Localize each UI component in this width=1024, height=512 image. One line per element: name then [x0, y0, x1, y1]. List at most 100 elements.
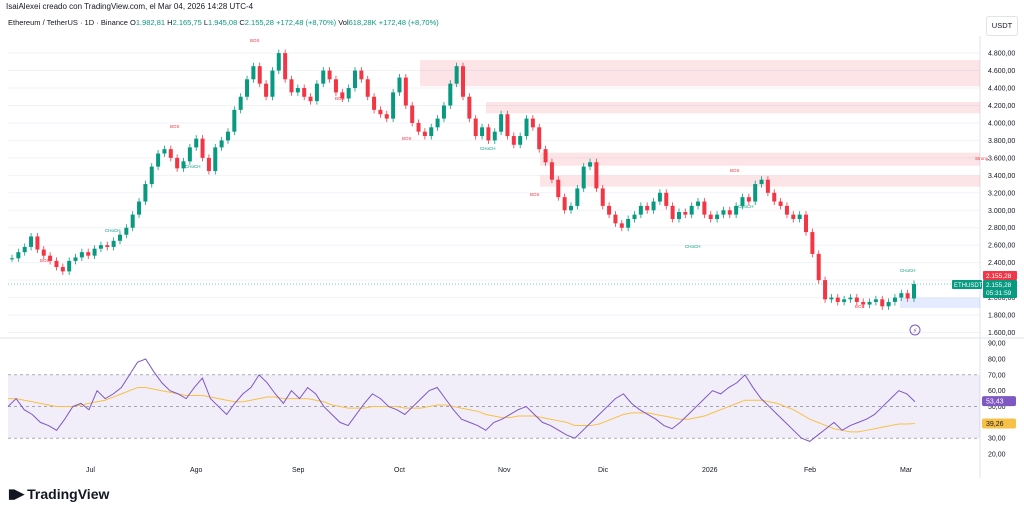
candle-body	[397, 77, 402, 93]
candle-body	[880, 299, 885, 307]
candle-body	[67, 260, 72, 272]
candle-body	[346, 88, 351, 99]
rsi-value-badge	[982, 396, 1016, 407]
price-tick-label: 4.000,00	[988, 120, 1015, 127]
candle-body	[549, 162, 554, 180]
candle-body	[810, 232, 815, 254]
vol-value: 618,28K	[348, 18, 377, 27]
candle-body	[461, 66, 465, 97]
candle-body	[372, 96, 377, 110]
candle-body	[562, 197, 567, 211]
price-tick-label: 2.800,00	[988, 225, 1015, 232]
candle-body	[886, 301, 891, 307]
candle-body	[264, 83, 269, 97]
candle-body	[486, 127, 491, 141]
candles-layer	[10, 49, 916, 310]
open-label: O	[130, 18, 136, 27]
candle-body	[384, 114, 389, 119]
rsi-line	[7, 358, 916, 442]
candle-body	[257, 66, 262, 84]
price-tick-label: 3.200,00	[988, 190, 1015, 197]
candle-body	[873, 299, 878, 302]
demand-zone	[900, 297, 980, 309]
time-tick-label: Jul	[86, 467, 95, 474]
lightning-icon	[909, 324, 921, 336]
symbol-name[interactable]: Ethereum / TetherUS · 1D · Binance	[8, 18, 128, 27]
rsi-tick-label: 70,00	[988, 372, 1006, 379]
time-tick-label: 2026	[702, 467, 718, 474]
candle-body	[816, 253, 821, 281]
price-tick-label: 1.800,00	[988, 313, 1015, 320]
candle-body	[137, 201, 142, 215]
vol-label: Vol	[338, 18, 349, 27]
change-value: +172,48 (+8,70%)	[276, 18, 337, 27]
time-tick-label: Feb	[804, 467, 816, 474]
structure-label: CHoCH	[480, 146, 496, 151]
price-tick-label: 3.000,00	[988, 208, 1015, 215]
structure-label: CHoCH	[900, 268, 916, 273]
annotations-layer: BOS CHoCH BOS CHoCH BOS BOS BOS CHoCH BOS CHoCH BO…	[40, 38, 989, 309]
time-tick-label: Oct	[394, 467, 405, 474]
supply-zone	[420, 60, 980, 87]
ticker-label: ETHUSDT	[954, 283, 983, 289]
price-tick-label: 4.600,00	[988, 68, 1015, 75]
low-value: 1.945,08	[208, 18, 238, 27]
structure-label: BOS	[402, 136, 412, 141]
candle-body	[245, 79, 250, 97]
vol-change-value: +172,48 (+8,70%)	[378, 18, 439, 27]
candle-body	[524, 118, 529, 137]
structure-label: CHoCH	[738, 204, 754, 209]
last-price-label-2: 2.155,28	[986, 282, 1012, 289]
candle-body	[505, 114, 510, 137]
price-tick-label: 1.600,00	[988, 330, 1015, 337]
candle-body	[448, 83, 453, 106]
close-label: C	[239, 18, 245, 27]
candle-body	[283, 53, 288, 80]
candle-body	[829, 297, 834, 300]
candle-body	[784, 205, 789, 215]
chart-caption: IsaiAlexei creado con TradingView.com, e…	[6, 2, 254, 11]
open-value: 1.982,81	[135, 18, 166, 27]
candle-body	[327, 70, 332, 80]
candle-body	[403, 77, 408, 106]
candle-body	[689, 205, 694, 215]
rsi-tick-label: 80,00	[988, 357, 1006, 364]
candle-body	[473, 118, 478, 137]
supply-zone	[540, 152, 980, 166]
candle-body	[149, 166, 154, 185]
candle-body	[518, 136, 523, 145]
candle-body	[734, 205, 739, 215]
candle-body	[92, 248, 97, 256]
candle-body	[391, 92, 396, 119]
candle-body	[804, 214, 809, 233]
candle-body	[60, 267, 65, 272]
candle-body	[378, 109, 383, 115]
candle-body	[48, 255, 53, 261]
candle-body	[111, 240, 116, 247]
candle-body	[29, 236, 34, 247]
candle-body	[588, 162, 593, 167]
candle-body	[454, 66, 459, 84]
structure-label: Strong	[975, 156, 989, 161]
candle-body	[441, 105, 446, 119]
rsi-value-label: 53,43	[986, 399, 1004, 406]
currency-button[interactable]: USDT	[986, 16, 1018, 36]
rsi-tick-label: 20,00	[988, 452, 1006, 459]
supply-zone	[486, 101, 980, 114]
price-tick-label: 2.400,00	[988, 260, 1015, 267]
candle-body	[676, 212, 681, 219]
candle-body	[765, 179, 770, 193]
price-tick-label: 3.400,00	[988, 173, 1015, 180]
candle-body	[696, 201, 701, 206]
candle-body	[759, 179, 764, 185]
candle-body	[124, 227, 129, 235]
candle-body	[791, 214, 796, 219]
time-tick-label: Mar	[900, 467, 913, 474]
candle-body	[422, 131, 427, 137]
high-label: H	[167, 18, 173, 27]
candle-body	[200, 138, 205, 158]
price-tick-label: 4.400,00	[988, 86, 1015, 93]
candle-body	[664, 192, 669, 206]
candle-body	[645, 205, 650, 211]
